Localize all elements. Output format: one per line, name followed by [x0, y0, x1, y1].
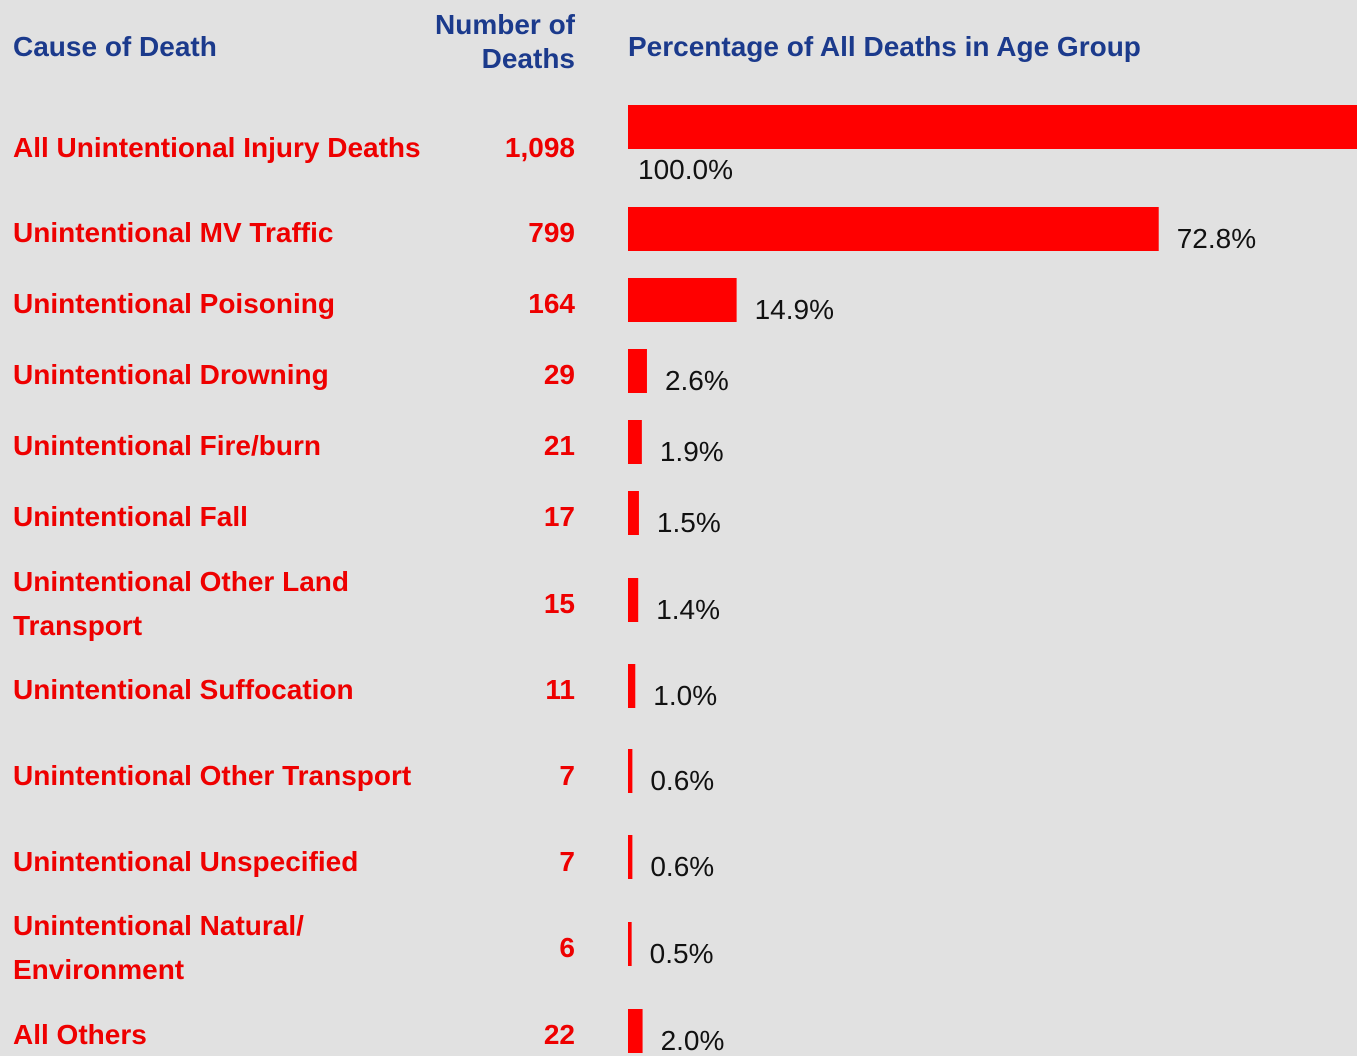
- death-count: 7: [559, 846, 575, 877]
- percent-header: Percentage of All Deaths in Age Group: [628, 31, 1141, 62]
- cause-label: Unintentional Drowning: [13, 359, 329, 390]
- percent-label: 100.0%: [638, 154, 733, 185]
- death-count: 17: [543, 501, 575, 532]
- percent-label: 2.6%: [664, 365, 729, 396]
- death-count: 1,098: [504, 132, 575, 163]
- cause-label: Unintentional Unspecified: [13, 846, 359, 877]
- death-count: 11: [545, 674, 575, 705]
- cause-label: Unintentional Fire/burn: [13, 430, 321, 461]
- percent-label: 1.0%: [653, 680, 718, 711]
- count-header: Number of Deaths: [435, 9, 575, 74]
- cause-label: Unintentional Natural/ Environment: [13, 910, 304, 985]
- death-count: 6: [559, 932, 575, 963]
- cause-label: Unintentional Poisoning: [13, 288, 335, 319]
- percent-label: 2.0%: [660, 1025, 725, 1056]
- percent-label: 0.6%: [650, 851, 715, 882]
- bar: [628, 105, 1357, 149]
- cause-label: All Unintentional Injury Deaths: [13, 132, 421, 163]
- bar: [628, 491, 639, 535]
- percent-label: 0.5%: [649, 938, 714, 969]
- bar: [628, 349, 647, 393]
- percent-label: 72.8%: [1176, 223, 1257, 254]
- percent-label: 1.5%: [656, 507, 721, 538]
- bar: [628, 664, 636, 708]
- death-count: 21: [543, 430, 575, 461]
- bar: [628, 207, 1159, 251]
- cause-label: Unintentional Suffocation: [13, 674, 354, 705]
- percent-label: 1.4%: [656, 594, 721, 625]
- cause-label: Unintentional Other Land Transport: [13, 566, 349, 641]
- death-count: 799: [528, 217, 575, 248]
- death-count: 164: [528, 288, 575, 319]
- bar: [628, 1009, 643, 1053]
- cause-label: All Others: [13, 1019, 147, 1050]
- bar: [628, 749, 633, 793]
- death-count: 29: [543, 359, 575, 390]
- death-count: 15: [543, 588, 575, 619]
- percent-label: 0.6%: [650, 765, 715, 796]
- bar: [628, 420, 642, 464]
- death-count: 22: [543, 1019, 575, 1050]
- death-count: 7: [559, 760, 575, 791]
- cause-label: Unintentional Fall: [13, 501, 248, 532]
- cause-label: Unintentional MV Traffic: [13, 217, 334, 248]
- bar: [628, 578, 639, 622]
- bar: [628, 922, 632, 966]
- cause-label: Unintentional Other Transport: [13, 760, 412, 791]
- cause-header: Cause of Death: [13, 31, 217, 62]
- bar: [628, 835, 633, 879]
- percent-label: 14.9%: [754, 294, 835, 325]
- percent-label: 1.9%: [659, 436, 724, 467]
- bar: [628, 278, 737, 322]
